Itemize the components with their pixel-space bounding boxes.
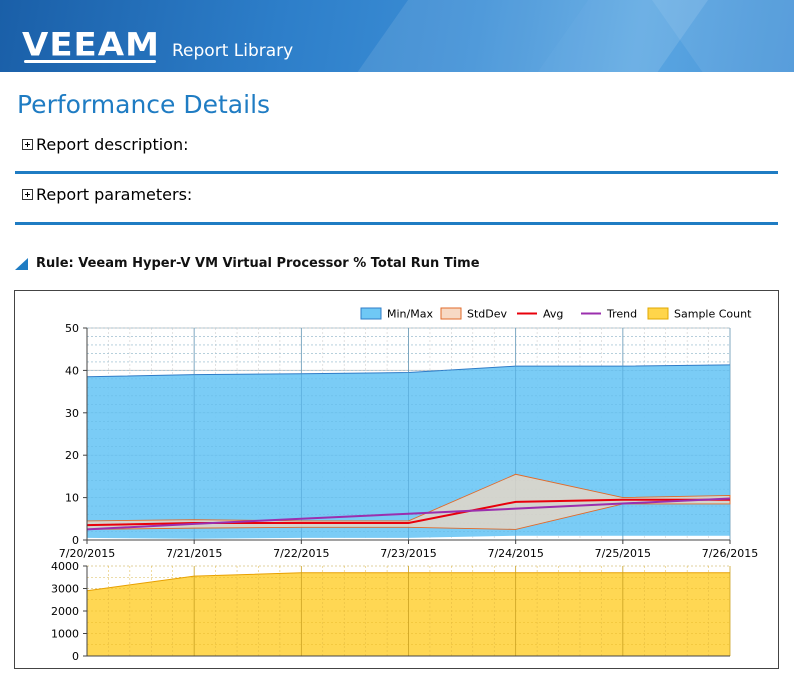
performance-chart: 0 10 20 30 40 50 7/20/2015 7/21/2015 7/22/2015 7/… — [14, 290, 779, 669]
stddev-band — [86, 473, 731, 530]
report-parameters-toggle[interactable]: Report parameters: — [22, 185, 192, 204]
veeam-logo: VEEAM — [22, 26, 160, 64]
rule-heading: Rule: Veeam Hyper-V VM Virtual Processor… — [15, 256, 480, 271]
x-tick-label: 7/23/2015 — [380, 547, 436, 560]
y-tick-label: 0 — [72, 650, 79, 663]
x-tick-label: 7/26/2015 — [702, 547, 758, 560]
x-tick-label: 7/24/2015 — [487, 547, 543, 560]
x-tick-label: 7/21/2015 — [166, 547, 222, 560]
legend-minmax-label: Min/Max — [387, 308, 433, 321]
report-description-toggle[interactable]: Report description: — [22, 135, 188, 154]
expand-plus-icon[interactable] — [22, 189, 33, 200]
y-tick-label: 10 — [65, 492, 79, 505]
y-tick-label: 0 — [72, 534, 79, 547]
chart-canvas: 0 10 20 30 40 50 7/20/2015 7/21/2015 7/22/2015 7/… — [51, 307, 758, 663]
report-description-label: Report description: — [36, 135, 189, 154]
legend-sample-count-swatch — [647, 307, 669, 320]
y-tick-label: 2000 — [51, 605, 79, 618]
triangle-icon — [15, 257, 28, 270]
app-name: Report Library — [172, 41, 294, 61]
page-title: Performance Details — [17, 90, 271, 119]
rule-label: Rule: Veeam Hyper-V VM Virtual Processor… — [36, 256, 480, 271]
y-tick-label: 4000 — [51, 560, 79, 573]
legend-stddev-swatch — [440, 307, 462, 320]
expand-plus-icon[interactable] — [22, 139, 33, 150]
section-divider — [15, 222, 778, 225]
y-tick-label: 20 — [65, 449, 79, 462]
legend-avg-label: Avg — [543, 308, 563, 321]
y-tick-label: 30 — [65, 407, 79, 420]
y-tick-label: 50 — [65, 322, 79, 335]
trend-line — [86, 497, 731, 531]
report-parameters-label: Report parameters: — [36, 185, 193, 204]
y-tick-label: 3000 — [51, 583, 79, 596]
legend-trend-label: Trend — [606, 308, 637, 321]
report-header: VEEAM Report Library — [0, 0, 794, 72]
y-tick-label: 40 — [65, 364, 79, 377]
legend-minmax-swatch — [360, 307, 382, 320]
x-tick-label: 7/22/2015 — [273, 547, 329, 560]
legend-stddev-label: StdDev — [467, 308, 508, 321]
section-divider — [15, 171, 778, 174]
legend-sample-count-label: Sample Count — [674, 308, 752, 321]
x-tick-label: 7/25/2015 — [595, 547, 651, 560]
y-tick-label: 1000 — [51, 628, 79, 641]
logo-underline — [24, 60, 156, 63]
x-tick-label: 7/20/2015 — [59, 547, 115, 560]
